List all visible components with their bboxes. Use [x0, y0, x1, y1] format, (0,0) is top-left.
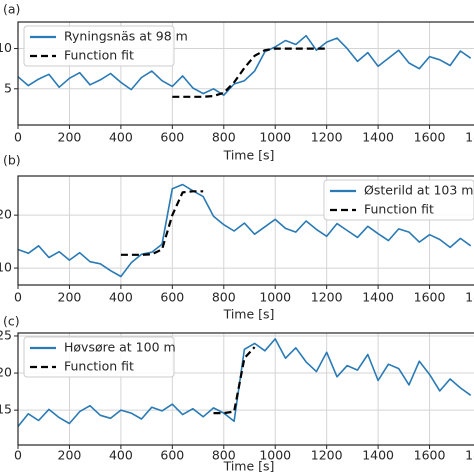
x-tick-label: 1600	[414, 448, 446, 463]
x-tick-label: 1000	[259, 290, 291, 305]
x-tick-label: 1800	[465, 448, 474, 463]
y-tick-label: 5	[4, 80, 12, 95]
series-line	[17, 183, 472, 278]
x-tick-label: 1400	[362, 130, 394, 145]
legend-label: Function fit	[64, 48, 134, 63]
x-tick-label: 400	[109, 448, 133, 463]
x-tick-label: 400	[109, 290, 133, 305]
panel-label: (b)	[3, 153, 21, 168]
x-tick-label: 1000	[259, 448, 291, 463]
x-tick-label: 0	[14, 290, 22, 305]
x-axis-label: Time [s]	[223, 148, 275, 163]
plot-frame	[17, 332, 474, 446]
legend-label: Høvsøre at 100 m	[64, 340, 176, 355]
y-tick-label: 20	[0, 207, 12, 222]
x-tick-label: 800	[212, 130, 236, 145]
y-tick-label: 10	[0, 40, 12, 55]
x-tick-label: 200	[58, 448, 82, 463]
x-tick-label: 600	[160, 130, 184, 145]
x-tick-label: 1200	[311, 290, 343, 305]
x-tick-label: 1000	[259, 130, 291, 145]
panel-label: (c)	[3, 314, 20, 329]
y-tick-label: 25	[0, 327, 12, 342]
x-tick-label: 1800	[465, 130, 474, 145]
series-line	[17, 34, 472, 96]
y-tick-label: 20	[0, 365, 12, 380]
series-line	[120, 190, 204, 256]
x-tick-label: 800	[212, 290, 236, 305]
legend-label: Function fit	[64, 359, 134, 374]
x-tick-label: 1400	[362, 448, 394, 463]
series-line	[172, 47, 327, 98]
x-tick-label: 1200	[311, 130, 343, 145]
x-tick-label: 1600	[414, 290, 446, 305]
x-axis-label: Time [s]	[223, 307, 275, 322]
x-tick-label: 600	[160, 290, 184, 305]
legend-label: Østerild at 103 m	[364, 183, 473, 198]
legend-box	[23, 25, 175, 67]
plot-frame	[17, 21, 474, 126]
x-tick-label: 200	[58, 290, 82, 305]
x-tick-label: 400	[109, 130, 133, 145]
x-axis-label: Time [s]	[223, 459, 275, 474]
legend-box	[323, 179, 474, 221]
x-tick-label: 0	[14, 130, 22, 145]
y-tick-label: 10	[0, 260, 12, 275]
x-tick-label: 0	[14, 448, 22, 463]
series-line	[213, 346, 256, 415]
panel-label: (a)	[3, 2, 20, 17]
legend-label: Function fit	[364, 202, 434, 217]
x-tick-label: 1400	[362, 290, 394, 305]
legend-label: Ryningsnäs at 98 m	[64, 29, 188, 44]
series-line	[17, 338, 472, 428]
x-tick-label: 1800	[465, 290, 474, 305]
y-tick-label: 15	[0, 402, 12, 417]
x-tick-label: 1200	[311, 448, 343, 463]
x-tick-label: 800	[212, 448, 236, 463]
plot-frame	[17, 175, 474, 286]
x-tick-label: 1600	[414, 130, 446, 145]
x-tick-label: 600	[160, 448, 184, 463]
x-tick-label: 200	[58, 130, 82, 145]
legend-box	[23, 336, 175, 378]
